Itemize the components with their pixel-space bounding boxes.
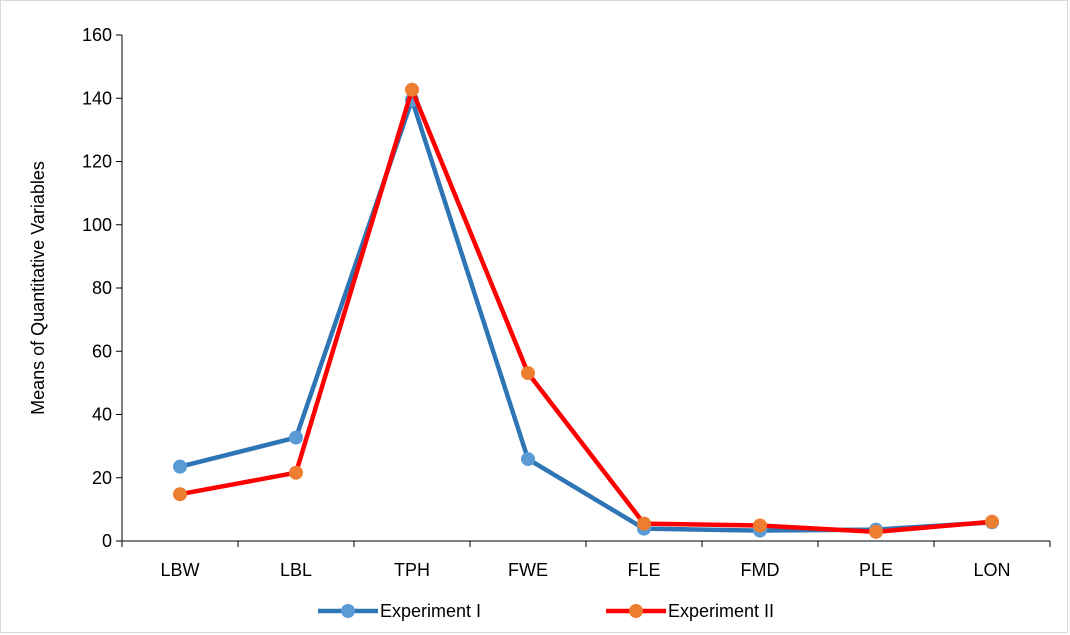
legend-marker [341,604,355,618]
x-axis: LBW LBL TPH FWE FLE FMD PLE LON [121,540,1051,580]
data-point [521,452,535,467]
y-tick-label: 160 [82,25,112,45]
data-point [173,487,187,502]
x-tick-label: FWE [508,560,548,580]
x-tick-label: FMD [741,560,780,580]
data-point [289,465,303,480]
y-tick-label: 20 [92,468,112,488]
y-tick-label: 0 [102,531,112,551]
y-axis-title: Means of Quantitative Variables [28,161,48,415]
y-tick-label: 120 [82,152,112,172]
data-point [985,514,999,529]
data-point [521,366,535,381]
x-tick-label: PLE [859,560,893,580]
x-tick-label: FLE [627,560,660,580]
data-point [869,524,883,539]
x-tick-label: TPH [394,560,430,580]
series-line [177,87,995,535]
y-tick-label: 140 [82,88,112,108]
y-axis: 0 20 40 60 80 100 120 140 160 [82,25,123,551]
legend-marker [629,604,643,618]
legend-label: Experiment I [380,601,481,621]
legend: Experiment I Experiment II [318,601,774,621]
data-point [753,518,767,533]
data-point [173,459,187,474]
y-tick-label: 100 [82,215,112,235]
x-tick-label: LBW [160,560,199,580]
legend-label: Experiment II [668,601,774,621]
series-line [177,97,995,533]
x-tick-label: LON [973,560,1010,580]
series-2 [173,82,999,539]
data-point [405,82,419,97]
x-tick-label: LBL [280,560,312,580]
y-tick-label: 40 [92,405,112,425]
y-tick-label: 60 [92,341,112,361]
y-tick-label: 80 [92,278,112,298]
series-layer [173,82,999,539]
legend-item-2: Experiment II [606,601,774,621]
data-point [637,516,651,531]
legend-item-1: Experiment I [318,601,481,621]
data-point [289,430,303,445]
